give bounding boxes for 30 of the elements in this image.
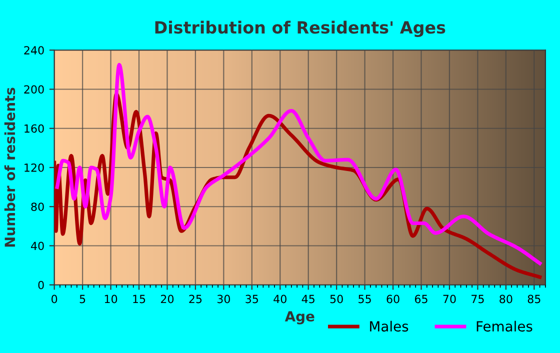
y-tick-label: 240 <box>24 46 44 55</box>
y-tick-label: 40 <box>31 242 44 250</box>
x-tick-label: 80 <box>500 294 512 304</box>
x-tick-label: 50 <box>330 294 343 304</box>
x-tick-label: 10 <box>104 294 118 304</box>
x-tick-label: 30 <box>217 294 230 304</box>
x-tick-label: 0 <box>52 294 58 304</box>
x-tick-label: 25 <box>189 294 202 304</box>
x-tick-label: 55 <box>358 294 371 304</box>
x-tick-label: 85 <box>528 294 540 304</box>
y-tick-label: 120 <box>24 163 44 172</box>
legend-label: Females <box>476 320 532 332</box>
y-tick-label: 0 <box>38 280 44 290</box>
legend-label: Males <box>370 320 408 332</box>
x-tick-label: 45 <box>302 294 314 304</box>
y-tick-label: 160 <box>24 124 44 133</box>
x-tick-label: 40 <box>274 294 286 304</box>
x-tick-label: 35 <box>246 294 258 304</box>
x-tick-label: 5 <box>80 294 86 304</box>
y-axis-title: Number of residents <box>4 88 16 247</box>
x-tick-label: 20 <box>160 294 174 304</box>
chart-title: Distribution of Residents' Ages <box>155 20 446 38</box>
y-tick-label: 80 <box>31 202 44 211</box>
x-axis-title: Age <box>284 311 314 324</box>
x-tick-label: 70 <box>443 294 456 304</box>
x-tick-label: 65 <box>414 294 428 304</box>
y-tick-label: 200 <box>24 85 44 94</box>
x-tick-label: 75 <box>472 294 484 304</box>
x-tick-label: 60 <box>386 294 400 304</box>
x-tick-label: 15 <box>133 294 146 304</box>
